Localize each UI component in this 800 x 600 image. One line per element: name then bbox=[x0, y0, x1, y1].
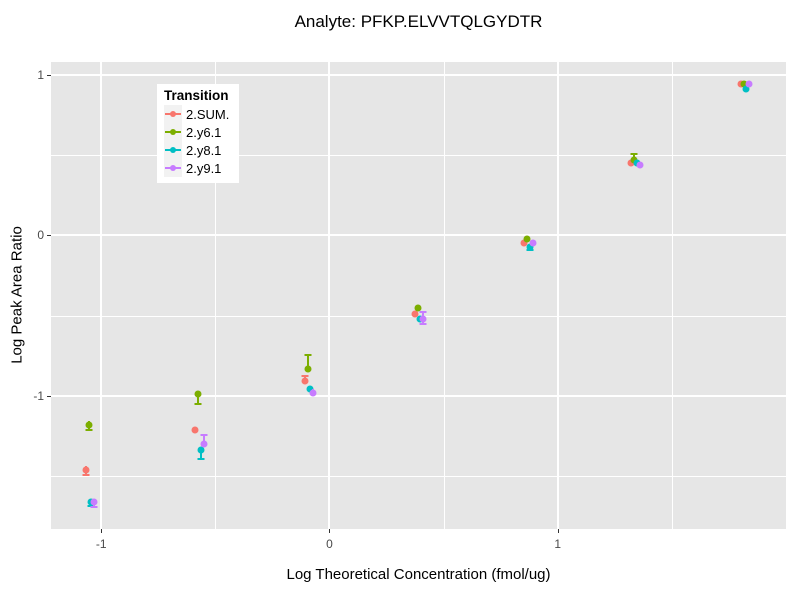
gridline-minor-vertical bbox=[215, 62, 217, 529]
x-axis-tick bbox=[329, 529, 331, 533]
data-point bbox=[520, 239, 528, 247]
data-point bbox=[191, 426, 199, 433]
data-point bbox=[740, 80, 748, 88]
gridline-minor-horizontal bbox=[51, 155, 786, 157]
point-icon bbox=[170, 129, 176, 135]
error-bar bbox=[197, 392, 200, 406]
x-tick-label: 1 bbox=[554, 537, 562, 551]
data-point bbox=[529, 239, 537, 247]
data-point bbox=[627, 159, 635, 167]
x-axis-tick bbox=[557, 529, 559, 533]
gridline-major-horizontal bbox=[51, 234, 786, 237]
y-tick-label: 0 bbox=[37, 228, 44, 243]
error-bar-cap bbox=[304, 354, 312, 357]
data-point bbox=[197, 446, 205, 454]
gridline-major-horizontal bbox=[51, 394, 786, 397]
y-axis-tick bbox=[47, 74, 51, 76]
gridline-major-vertical bbox=[328, 62, 331, 529]
y-tick-label: -1 bbox=[33, 388, 44, 403]
data-point bbox=[304, 365, 312, 373]
error-bar bbox=[306, 354, 309, 369]
x-axis-tick bbox=[101, 529, 103, 533]
legend-key-icon bbox=[164, 123, 182, 141]
data-point bbox=[90, 498, 98, 506]
data-point bbox=[526, 243, 534, 251]
point-icon bbox=[170, 165, 176, 171]
legend-item-label: 2.SUM. bbox=[186, 106, 230, 122]
data-point bbox=[301, 377, 309, 385]
y-axis-label: Log Peak Area Ratio bbox=[8, 226, 26, 364]
error-bar-cap bbox=[197, 457, 205, 460]
legend-item: 2.SUM. bbox=[164, 105, 229, 123]
error-bar-cap bbox=[526, 249, 534, 252]
error-bar-cap bbox=[87, 504, 95, 507]
legend-key-icon bbox=[164, 105, 182, 123]
legend-key-icon bbox=[164, 141, 182, 159]
gridline-major-vertical bbox=[556, 62, 559, 529]
data-point bbox=[309, 389, 317, 397]
data-point bbox=[414, 304, 421, 312]
data-point bbox=[82, 466, 90, 474]
data-point bbox=[200, 440, 208, 448]
data-point bbox=[419, 315, 427, 323]
error-bar-cap bbox=[301, 374, 309, 377]
error-bar-cap bbox=[200, 434, 208, 437]
point-icon bbox=[170, 147, 176, 153]
legend: Transition 2.SUM. 2.y6.1 2.y8.1 bbox=[157, 84, 240, 183]
gridline-major-vertical bbox=[100, 62, 103, 529]
x-tick-label: 0 bbox=[326, 537, 333, 551]
legend-item-label: 2.y6.1 bbox=[186, 124, 222, 140]
data-point bbox=[742, 85, 750, 93]
data-point bbox=[745, 80, 753, 88]
point-icon bbox=[170, 111, 176, 117]
chart-title: Analyte: PFKP.ELVVTQLGYDTR bbox=[294, 12, 543, 31]
legend-item: 2.y8.1 bbox=[164, 141, 229, 159]
legend-key-icon bbox=[164, 159, 182, 177]
error-bar-cap bbox=[630, 153, 638, 156]
data-point bbox=[636, 161, 644, 169]
error-bar-cap bbox=[85, 429, 93, 432]
y-axis-tick bbox=[47, 235, 51, 237]
x-axis-label: Log Theoretical Concentration (fmol/ug) bbox=[286, 566, 551, 583]
gridline-minor-vertical bbox=[443, 62, 445, 529]
gridline-major-horizontal bbox=[51, 73, 786, 76]
data-point bbox=[85, 421, 93, 429]
legend-item-label: 2.y8.1 bbox=[186, 142, 222, 158]
data-point bbox=[523, 235, 531, 243]
legend-item: 2.y9.1 bbox=[164, 159, 229, 177]
data-point bbox=[194, 390, 202, 398]
y-tick-label: 1 bbox=[37, 67, 44, 82]
error-bar-cap bbox=[194, 403, 202, 406]
y-axis-tick bbox=[47, 395, 51, 397]
gridline-minor-horizontal bbox=[51, 476, 786, 478]
error-bar-cap bbox=[90, 506, 98, 509]
legend-title: Transition bbox=[164, 88, 229, 103]
legend-item-label: 2.y9.1 bbox=[186, 160, 222, 176]
legend-item: 2.y6.1 bbox=[164, 123, 229, 141]
x-tick-label: -1 bbox=[95, 537, 107, 551]
error-bar-cap bbox=[419, 323, 427, 326]
data-point bbox=[411, 310, 418, 318]
error-bar-cap bbox=[82, 474, 90, 477]
gridline-minor-vertical bbox=[671, 62, 673, 529]
error-bar-cap bbox=[419, 310, 427, 313]
